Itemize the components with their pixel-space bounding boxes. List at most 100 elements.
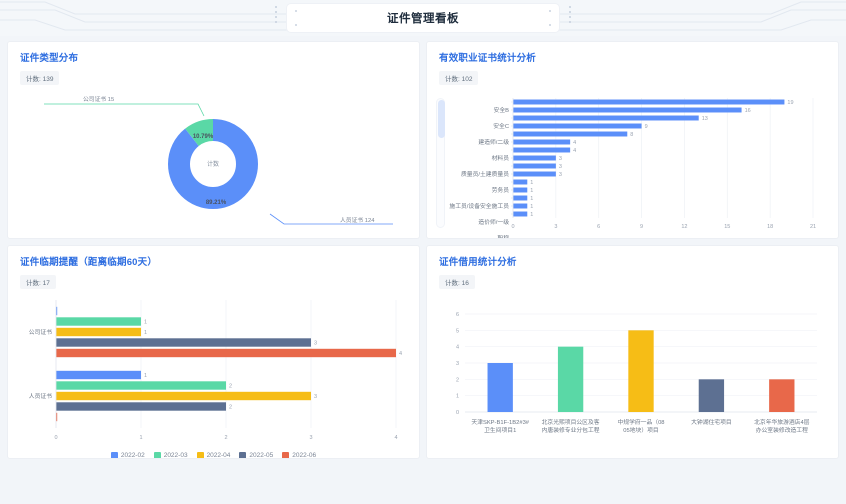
x-tick-label: 18	[767, 224, 773, 230]
expiry-bar-chart[interactable]: 1 1 3 4 1 2 3 2 公司证书 人员证书 0 1 2 3 4	[8, 290, 419, 450]
bar[interactable]	[56, 370, 141, 380]
category-label: 北京年华旅游酒店4层	[754, 418, 810, 426]
legend-item-2022-02[interactable]: 2022-02	[110, 452, 145, 458]
bar[interactable]	[56, 381, 226, 390]
header-decoration-right	[546, 0, 846, 36]
bar[interactable]	[56, 306, 58, 316]
bar[interactable]	[56, 412, 58, 422]
category-label: 质量员/土建质量员	[461, 170, 509, 178]
bar[interactable]	[513, 99, 785, 105]
legend-color-swatch	[110, 452, 118, 458]
category-label: 卫生间项目1	[484, 426, 516, 434]
x-tick-label: 6	[597, 224, 600, 230]
borrowing-bar-chart[interactable]: 0 1 2 3 4 5 6 天津SKP-B1F-1B2#3# 卫生间项目1 北京光熙项目公区及客…	[427, 304, 838, 458]
bar[interactable]	[698, 379, 725, 412]
category-label: 造价师/一级	[478, 218, 509, 226]
bar[interactable]	[513, 107, 742, 113]
category-axis-labels: 安全B 安全C 建造师/二级材料员质量员/土建质量员劳务员施工员/设备安全施工员造价…	[449, 101, 513, 238]
vocational-bar-chart[interactable]: 19 16 13 9 8 4 4 3 3 3 1 1 1 1 1 安全B 安全C 建造师/二级 材料员 质量员/土建…	[427, 90, 838, 238]
x-tick-label: 2	[224, 435, 227, 441]
x-tick-label: 9	[640, 224, 643, 230]
donut-slice-company[interactable]	[168, 119, 258, 209]
bar[interactable]	[56, 402, 226, 411]
bar[interactable]	[56, 391, 311, 401]
category-label: 05地块）项目	[623, 426, 658, 434]
bar-group[interactable]: 19 16 13 9 8 4 4 3 3 3 1 1 1 1 1	[513, 99, 794, 218]
bar[interactable]	[513, 171, 556, 177]
y-tick-label: 4	[456, 345, 459, 351]
category-label: 人员证书	[29, 392, 52, 400]
count-chip: 计数: 102	[439, 71, 479, 85]
bar-value-label: 16	[745, 108, 751, 114]
category-label: 材料员	[492, 154, 510, 162]
bar[interactable]	[513, 115, 699, 121]
x-axis-tick-labels: 0 3 6 9 12 15 18 21	[511, 224, 816, 230]
bar[interactable]	[513, 203, 528, 209]
x-tick-label: 12	[681, 224, 687, 230]
bar-value-label: 13	[702, 116, 708, 122]
category-label: 公司证书	[29, 328, 52, 336]
donut-ring[interactable]	[168, 119, 258, 209]
scrollbar-thumb[interactable]	[438, 100, 445, 138]
page-title: 证件管理看板	[387, 13, 459, 25]
bar[interactable]	[513, 195, 528, 201]
count-chip: 计数: 17	[20, 275, 56, 289]
x-tick-label: 0	[54, 435, 57, 441]
bar[interactable]	[513, 155, 556, 161]
bar[interactable]	[513, 131, 628, 137]
bar[interactable]	[513, 187, 528, 193]
category-label: 建造师/二级	[478, 138, 509, 146]
category-label: 职称	[497, 234, 509, 238]
expiry-legend: 2022-02 2022-03 2022-04 2022-05 2022-06	[8, 452, 419, 458]
category-label: 安全B	[494, 106, 510, 114]
x-tick-label: 15	[724, 224, 730, 230]
bar[interactable]	[513, 163, 556, 169]
bar[interactable]	[628, 330, 654, 412]
corner-dot	[295, 24, 297, 26]
bar[interactable]	[513, 147, 571, 153]
bar[interactable]	[513, 123, 642, 129]
x-tick-label: 4	[394, 435, 397, 441]
category-label: 内唐装修专业分包工程	[542, 426, 600, 434]
x-tick-label: 21	[810, 224, 816, 230]
bar[interactable]	[769, 379, 795, 412]
panel-title: 证件借用统计分析	[439, 257, 517, 268]
bar[interactable]	[56, 317, 141, 326]
x-axis-tick-labels: 0 1 2 3 4	[54, 435, 397, 441]
category-label: 中规学府一品（08	[617, 418, 664, 426]
bar-value-label: 8	[630, 132, 633, 138]
bar[interactable]	[56, 348, 396, 358]
legend-item-2022-05[interactable]: 2022-05	[239, 452, 273, 458]
bar-group[interactable]	[487, 330, 795, 412]
bar[interactable]	[56, 338, 311, 347]
bar-value-label: 1	[530, 180, 533, 186]
donut-chart[interactable]: 计数 10.79% 89.21% 公司证书 15 人员证书 124	[8, 86, 419, 238]
header-decoration-left	[0, 0, 300, 36]
category-label: 施工员/设备安全施工员	[449, 202, 509, 210]
bar[interactable]	[513, 139, 571, 145]
legend-item-2022-04[interactable]: 2022-04	[196, 452, 230, 458]
dashboard-title-box: 证件管理看板	[287, 4, 559, 32]
header-dot-markers-left	[275, 6, 277, 23]
bar-value-label: 3	[314, 394, 317, 400]
category-label: 劳务员	[492, 186, 510, 194]
bar[interactable]	[513, 211, 528, 217]
header-dot-markers-right	[569, 6, 571, 23]
bar[interactable]	[513, 179, 528, 185]
bar[interactable]	[557, 346, 584, 412]
bar[interactable]	[56, 327, 141, 337]
legend-color-swatch	[282, 452, 290, 458]
chart-vertical-scrollbar[interactable]	[436, 98, 445, 228]
bar-value-label: 9	[645, 124, 648, 130]
bar-value-label: 1	[144, 330, 147, 336]
category-label: 大钟湖住宅项目	[691, 418, 732, 426]
legend-item-2022-03[interactable]: 2022-03	[153, 452, 188, 458]
callout-label-company: 公司证书 15	[83, 95, 114, 103]
legend-item-2022-06[interactable]: 2022-06	[282, 452, 316, 458]
corner-dot	[295, 10, 297, 12]
donut-center-label: 计数	[207, 160, 219, 168]
panel-cert-borrowing-stats: 证件借用统计分析 计数: 16 0 1 2 3 4 5 6 天津SKP-B1F-1B2#3#…	[426, 245, 839, 459]
bar[interactable]	[487, 363, 513, 412]
bar-group[interactable]: 1 1 3 4 1 2 3 2	[56, 306, 402, 422]
